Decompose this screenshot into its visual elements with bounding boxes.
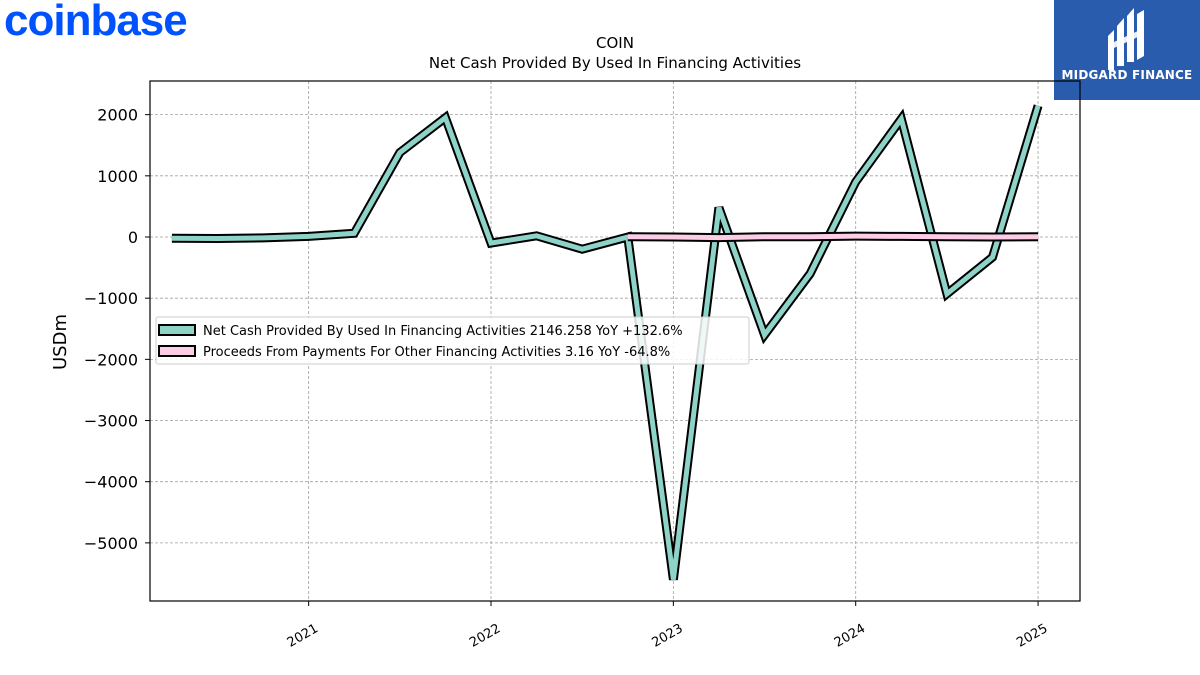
data-point [855,235,857,237]
data-point [308,235,310,237]
axis-ticks: 2000 1000 0 −1000 −2000 −3000 −4000 −5000 2021 20… [84,106,1051,651]
data-point [855,181,857,183]
x-tick-label: 2024 [832,621,868,651]
data-point [581,248,583,250]
midgard-monogram-icon [1108,8,1144,70]
legend-item-1: Net Cash Provided By Used In Financing A… [158,324,683,339]
x-tick-label: 2022 [467,621,503,651]
data-point [991,256,994,258]
data-point [216,237,219,240]
y-tick-label: 0 [128,228,138,247]
series-line [171,104,1041,580]
data-point [946,293,948,295]
data-point [900,118,902,120]
data-point [672,578,674,581]
legend-swatch [158,324,196,336]
x-tick-label: 2021 [285,621,321,651]
series-line [627,233,1039,241]
data-point [1037,236,1039,238]
data-point [809,236,811,238]
chart-title: COIN [596,34,634,52]
data-point [991,236,994,238]
plot-frame [149,80,1081,602]
data-point [809,273,811,275]
series-lines [171,104,1043,581]
data-point [353,232,355,234]
data-point [262,237,264,239]
data-point [900,235,902,237]
y-axis-label: USDm [50,314,71,370]
data-point [718,237,720,239]
data-point [763,236,766,238]
data-point [672,236,674,238]
data-point [718,207,720,209]
x-tick-label: 2023 [650,621,686,651]
midgard-finance-badge: MIDGARD FINANCE [1054,0,1200,100]
y-tick-label: 1000 [97,167,138,186]
y-tick-label: −3000 [84,412,138,431]
data-point [763,334,766,336]
legend: Net Cash Provided By Used In Financing A… [155,316,750,365]
data-point [490,242,492,244]
legend-box [155,316,750,365]
data-point [1037,105,1039,107]
y-tick-label: −2000 [84,350,138,369]
legend-item-2: Proceeds From Payments For Other Financi… [158,345,670,360]
chart-subtitle: Net Cash Provided By Used In Financing A… [429,54,801,72]
legend-label: Net Cash Provided By Used In Financing A… [203,324,683,339]
data-point [946,236,948,238]
y-tick-label: 2000 [97,106,138,125]
series-line-2 [627,231,1039,243]
y-tick-label: −4000 [84,473,138,492]
data-point [535,235,538,237]
coinbase-logo: coinbase [4,0,188,45]
legend-label: Proceeds From Payments For Other Financi… [203,345,670,360]
legend-swatch [158,345,196,357]
y-tick-label: −1000 [84,289,138,308]
y-tick-label: −5000 [84,534,138,553]
data-point [627,236,629,238]
data-point [399,151,401,154]
data-point [444,117,447,119]
brand-name: MIDGARD FINANCE [1061,68,1193,82]
x-tick-label: 2025 [1014,621,1050,651]
series-line-1 [171,104,1043,581]
data-point [171,237,173,239]
